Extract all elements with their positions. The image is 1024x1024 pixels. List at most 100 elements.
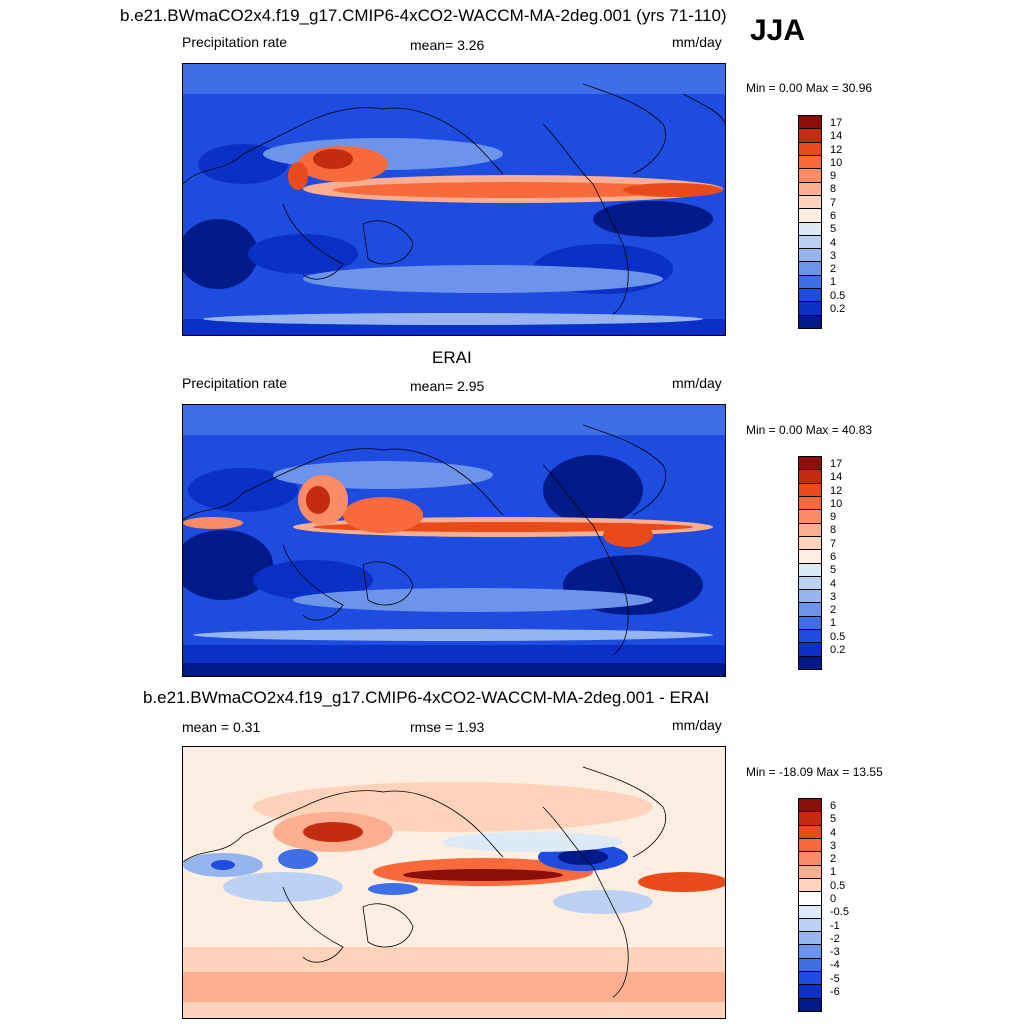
colorbar-tick-label: 1 <box>830 276 837 288</box>
panel-3-rmse-label: rmse = 1.93 <box>410 719 485 735</box>
colorbar-tick-label: -1 <box>830 920 840 932</box>
colorbar-swatch <box>799 209 821 223</box>
panel-1-mean-label: mean= 3.26 <box>410 37 485 53</box>
colorbar-swatch <box>799 235 821 250</box>
colorbar-swatch <box>799 483 821 497</box>
panel-3-title: b.e21.BWmaCO2x4.f19_g17.CMIP6-4xCO2-WACC… <box>143 688 710 707</box>
colorbar-swatch <box>799 958 821 973</box>
panel-2-minmax-label: Min = 0.00 Max = 40.83 <box>746 423 873 437</box>
colorbar-tick-label: -3 <box>830 946 840 958</box>
colorbar-swatch <box>799 972 821 986</box>
colorbar-swatch <box>799 892 821 906</box>
colorbar-tick-label: -4 <box>830 959 840 971</box>
colorbar-swatch <box>799 932 821 946</box>
panel-2-map <box>182 404 726 677</box>
panel-2-colorbar <box>798 456 822 670</box>
panel-3-colorbar <box>798 798 822 1012</box>
colorbar-tick-label: 0.5 <box>830 631 846 643</box>
panel-1-minmax-label: Min = 0.00 Max = 30.96 <box>746 81 873 95</box>
colorbar-swatch <box>799 289 821 303</box>
colorbar-tick-label: 8 <box>830 524 837 536</box>
colorbar-swatch <box>799 510 821 524</box>
colorbar-swatch <box>799 576 821 591</box>
colorbar-swatch <box>799 523 821 537</box>
colorbar-swatch <box>799 878 821 893</box>
colorbar-tick-label: 12 <box>830 144 843 156</box>
colorbar-tick-label: 2 <box>830 604 837 616</box>
colorbar-tick-label: 5 <box>830 564 837 576</box>
colorbar-swatch <box>799 222 821 236</box>
panel-2-mean-label: mean= 2.95 <box>410 378 485 394</box>
colorbar-tick-label: 5 <box>830 813 837 825</box>
panel-1-map-field <box>183 64 725 335</box>
colorbar-tick-label: 14 <box>830 471 843 483</box>
colorbar-swatch <box>799 825 821 839</box>
panel-2-units-label: mm/day <box>672 375 722 391</box>
colorbar-swatch <box>799 315 821 328</box>
colorbar-swatch <box>799 550 821 564</box>
colorbar-tick-label: -5 <box>830 973 840 985</box>
colorbar-swatch <box>799 918 821 933</box>
colorbar-tick-label: 0.2 <box>830 303 846 315</box>
colorbar-tick-label: 10 <box>830 157 843 169</box>
colorbar-tick-label: 6 <box>830 551 837 563</box>
colorbar-swatch <box>799 302 821 316</box>
colorbar-swatch <box>799 116 821 130</box>
colorbar-swatch <box>799 865 821 879</box>
colorbar-tick-label: 0.2 <box>830 644 846 656</box>
colorbar-tick-label: 12 <box>830 485 843 497</box>
colorbar-swatch <box>799 457 821 471</box>
colorbar-tick-label: 5 <box>830 223 837 235</box>
colorbar-swatch <box>799 563 821 577</box>
colorbar-tick-label: 6 <box>830 210 837 222</box>
colorbar-swatch <box>799 905 821 919</box>
panel-3-units-label: mm/day <box>672 717 722 733</box>
colorbar-tick-label: -2 <box>830 933 840 945</box>
colorbar-tick-label: 7 <box>830 538 837 550</box>
colorbar-swatch <box>799 536 821 551</box>
colorbar-swatch <box>799 155 821 170</box>
colorbar-swatch <box>799 249 821 263</box>
panel-3-map <box>182 746 726 1019</box>
colorbar-swatch <box>799 945 821 959</box>
colorbar-swatch <box>799 985 821 999</box>
colorbar-tick-label: -0.5 <box>830 906 849 918</box>
colorbar-tick-label: 17 <box>830 458 843 470</box>
colorbar-tick-label: 3 <box>830 840 837 852</box>
colorbar-swatch <box>799 656 821 669</box>
colorbar-swatch <box>799 812 821 826</box>
colorbar-tick-label: 4 <box>830 578 837 590</box>
colorbar-swatch <box>799 852 821 866</box>
panel-2-variable-label: Precipitation rate <box>182 375 288 391</box>
colorbar-swatch <box>799 142 821 156</box>
colorbar-swatch <box>799 169 821 183</box>
panel-3-minmax-label: Min = -18.09 Max = 13.55 <box>746 765 883 779</box>
colorbar-tick-label: 10 <box>830 498 843 510</box>
panel-1-colorbar <box>798 115 822 329</box>
panel-2-title: ERAI <box>432 348 472 367</box>
colorbar-swatch <box>799 630 821 644</box>
colorbar-tick-label: 2 <box>830 263 837 275</box>
colorbar-tick-label: 1 <box>830 866 837 878</box>
colorbar-tick-label: 0.5 <box>830 880 846 892</box>
colorbar-swatch <box>799 603 821 617</box>
colorbar-tick-label: 14 <box>830 130 843 142</box>
colorbar-swatch <box>799 275 821 290</box>
colorbar-tick-label: 4 <box>830 237 837 249</box>
colorbar-tick-label: -6 <box>830 986 840 998</box>
colorbar-swatch <box>799 590 821 604</box>
colorbar-tick-label: 3 <box>830 250 837 262</box>
panel-3-mean-label: mean = 0.31 <box>182 719 261 735</box>
colorbar-swatch <box>799 838 821 853</box>
colorbar-tick-label: 3 <box>830 591 837 603</box>
colorbar-tick-label: 4 <box>830 827 837 839</box>
colorbar-tick-label: 6 <box>830 800 837 812</box>
colorbar-swatch <box>799 616 821 631</box>
colorbar-swatch <box>799 470 821 484</box>
colorbar-tick-label: 17 <box>830 117 843 129</box>
colorbar-swatch <box>799 262 821 276</box>
colorbar-tick-label: 8 <box>830 183 837 195</box>
colorbar-tick-label: 7 <box>830 197 837 209</box>
panel-1-map <box>182 63 726 336</box>
season-label: JJA <box>750 14 806 47</box>
